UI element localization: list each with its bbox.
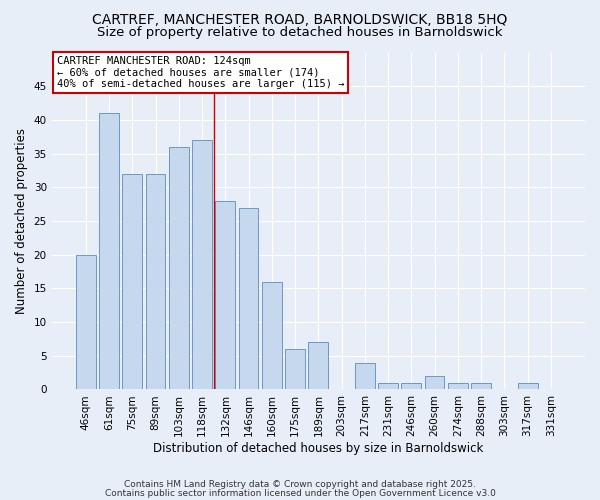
Text: CARTREF, MANCHESTER ROAD, BARNOLDSWICK, BB18 5HQ: CARTREF, MANCHESTER ROAD, BARNOLDSWICK, …: [92, 12, 508, 26]
X-axis label: Distribution of detached houses by size in Barnoldswick: Distribution of detached houses by size …: [153, 442, 484, 455]
Bar: [471, 382, 491, 390]
Bar: [448, 382, 468, 390]
Bar: [425, 376, 445, 390]
Text: Contains public sector information licensed under the Open Government Licence v3: Contains public sector information licen…: [104, 489, 496, 498]
Bar: [192, 140, 212, 390]
Bar: [122, 174, 142, 390]
Bar: [169, 147, 188, 390]
Text: CARTREF MANCHESTER ROAD: 124sqm
← 60% of detached houses are smaller (174)
40% o: CARTREF MANCHESTER ROAD: 124sqm ← 60% of…: [57, 56, 344, 89]
Bar: [518, 382, 538, 390]
Bar: [262, 282, 282, 390]
Bar: [308, 342, 328, 390]
Bar: [355, 362, 375, 390]
Bar: [215, 201, 235, 390]
Bar: [239, 208, 259, 390]
Bar: [401, 382, 421, 390]
Bar: [99, 113, 119, 390]
Bar: [76, 254, 95, 390]
Text: Size of property relative to detached houses in Barnoldswick: Size of property relative to detached ho…: [97, 26, 503, 39]
Y-axis label: Number of detached properties: Number of detached properties: [15, 128, 28, 314]
Bar: [285, 349, 305, 390]
Bar: [146, 174, 166, 390]
Text: Contains HM Land Registry data © Crown copyright and database right 2025.: Contains HM Land Registry data © Crown c…: [124, 480, 476, 489]
Bar: [378, 382, 398, 390]
